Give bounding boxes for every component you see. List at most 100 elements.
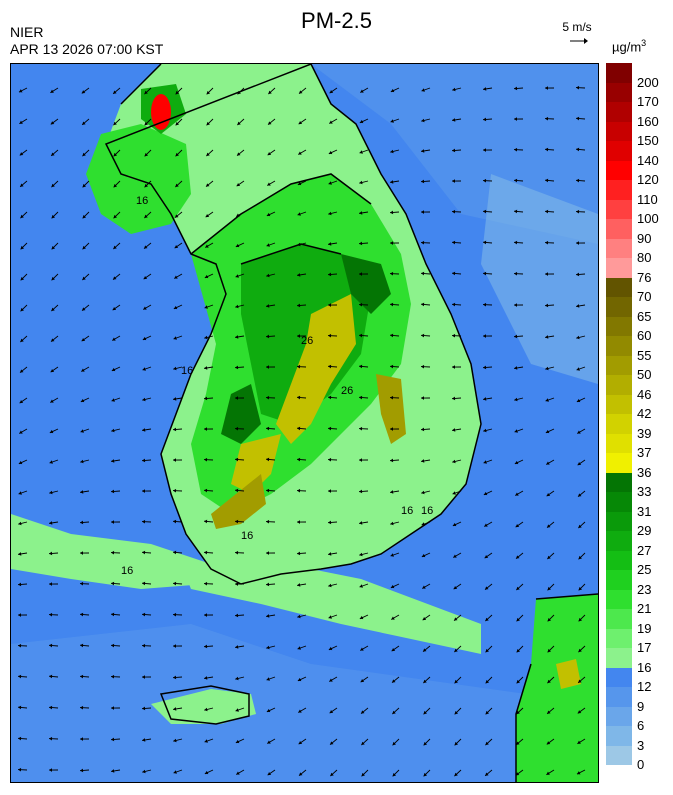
wind-arrow-icon — [142, 738, 152, 742]
wind-arrow-icon — [516, 614, 524, 622]
wind-arrow-head — [391, 616, 395, 620]
wind-arrow-icon — [485, 707, 493, 715]
wind-arrow-icon — [545, 366, 555, 371]
wind-arrow-icon — [79, 581, 90, 586]
wind-arrow-head — [298, 740, 303, 745]
wind-arrow-icon — [296, 488, 307, 493]
wind-arrow-icon — [546, 707, 555, 715]
wind-arrow-icon — [389, 241, 400, 245]
wind-arrow-icon — [266, 614, 276, 618]
wind-arrow-icon — [451, 179, 462, 183]
wind-arrow-icon — [142, 769, 152, 774]
wind-arrow-head — [328, 303, 332, 307]
wind-arrow-head — [19, 152, 24, 156]
wind-arrow-icon — [265, 488, 276, 493]
wind-arrow-head — [142, 428, 146, 432]
coastline — [159, 685, 250, 725]
wind-arrow-icon — [327, 333, 338, 338]
wind-arrow-icon — [360, 645, 369, 651]
wind-arrow-icon — [80, 490, 90, 494]
color-scale-segment — [606, 453, 632, 473]
wind-arrow-icon — [50, 87, 59, 94]
wind-arrow-head — [142, 706, 146, 711]
color-scale-tick-label: 33 — [637, 484, 652, 499]
wind-arrow-head — [576, 398, 581, 403]
wind-arrow-head — [547, 679, 551, 684]
wind-arrow-head — [422, 616, 427, 621]
wind-arrow-icon — [173, 335, 183, 340]
wind-arrow-icon — [297, 614, 307, 619]
wind-arrow-head — [206, 121, 210, 126]
wind-arrow-icon — [578, 552, 586, 560]
wind-arrow-head — [328, 364, 332, 369]
wind-arrow-icon — [48, 736, 59, 741]
high-concentration-band — [556, 659, 581, 689]
wind-arrow-head — [297, 646, 301, 650]
wind-arrow-icon — [266, 645, 276, 650]
pm25-map[interactable]: 16 16 16 16 16 16 26 26 — [10, 63, 599, 783]
wind-arrow-icon — [297, 273, 307, 277]
wind-arrow-icon — [577, 459, 586, 466]
wind-arrow-icon — [328, 552, 338, 556]
wind-arrow-icon — [18, 459, 28, 465]
wind-arrow-head — [235, 488, 239, 493]
wind-arrow-icon — [205, 211, 214, 218]
land-field-high — [241, 244, 371, 424]
wind-arrow-icon — [113, 149, 121, 157]
color-scale-segment — [606, 238, 632, 258]
wind-arrow-head — [328, 395, 332, 400]
wind-arrow-head — [80, 737, 84, 741]
wind-arrow-head — [266, 645, 270, 650]
wind-arrow-head — [113, 183, 118, 188]
wind-arrow-head — [514, 334, 518, 339]
wind-arrow-icon — [111, 366, 121, 372]
wind-arrow-icon — [79, 674, 90, 679]
wind-arrow-head — [576, 304, 580, 308]
wind-arrow-icon — [389, 458, 400, 463]
wind-arrow-head — [266, 519, 270, 524]
wind-arrow-head — [576, 209, 580, 214]
wind-arrow-head — [485, 710, 489, 715]
wind-arrow-icon — [298, 769, 307, 777]
color-scale-segment — [606, 199, 632, 219]
wind-arrow-icon — [328, 149, 338, 155]
wind-arrow-head — [204, 366, 208, 370]
wind-arrow-icon — [50, 118, 59, 125]
wind-arrow-head — [205, 213, 210, 218]
wind-arrow-head — [112, 337, 116, 341]
wind-arrow-head — [142, 519, 146, 524]
wind-arrow-head — [113, 276, 117, 280]
wind-arrow-icon — [421, 118, 431, 123]
wind-arrow-head — [173, 336, 177, 340]
color-scale-tick-label: 25 — [637, 562, 652, 577]
wind-arrow-icon — [266, 304, 276, 308]
high-concentration-band — [376, 374, 406, 444]
wind-arrow-head — [423, 648, 427, 652]
wind-arrow-head — [454, 648, 458, 653]
wind-arrow-icon — [420, 179, 431, 184]
wind-arrow-icon — [175, 87, 183, 95]
wind-arrow-head — [485, 679, 490, 684]
wind-arrow-icon — [422, 614, 431, 621]
wind-arrow-head — [421, 522, 425, 526]
wind-arrow-head — [142, 336, 147, 341]
wind-arrow-icon — [576, 335, 586, 340]
wind-arrow-icon — [547, 583, 555, 591]
wind-arrow-icon — [453, 583, 462, 590]
wind-arrow-head — [266, 304, 270, 308]
wind-arrow-icon — [484, 552, 493, 559]
wind-arrow-head — [514, 240, 518, 245]
wind-arrow-icon — [515, 552, 524, 560]
wind-arrow-head — [516, 679, 520, 684]
color-scale-tick-label: 6 — [637, 718, 645, 733]
color-scale-segment — [606, 355, 632, 375]
wind-arrow-head — [204, 613, 208, 617]
wind-arrow-head — [421, 240, 425, 245]
wind-arrow-head — [297, 488, 301, 493]
wind-arrow-head — [266, 426, 270, 431]
wind-arrow-icon — [50, 366, 59, 373]
wind-arrow-icon — [390, 521, 400, 526]
wind-arrow-head — [266, 395, 270, 400]
wind-arrow-icon — [578, 583, 586, 591]
wind-arrow-head — [235, 274, 239, 278]
